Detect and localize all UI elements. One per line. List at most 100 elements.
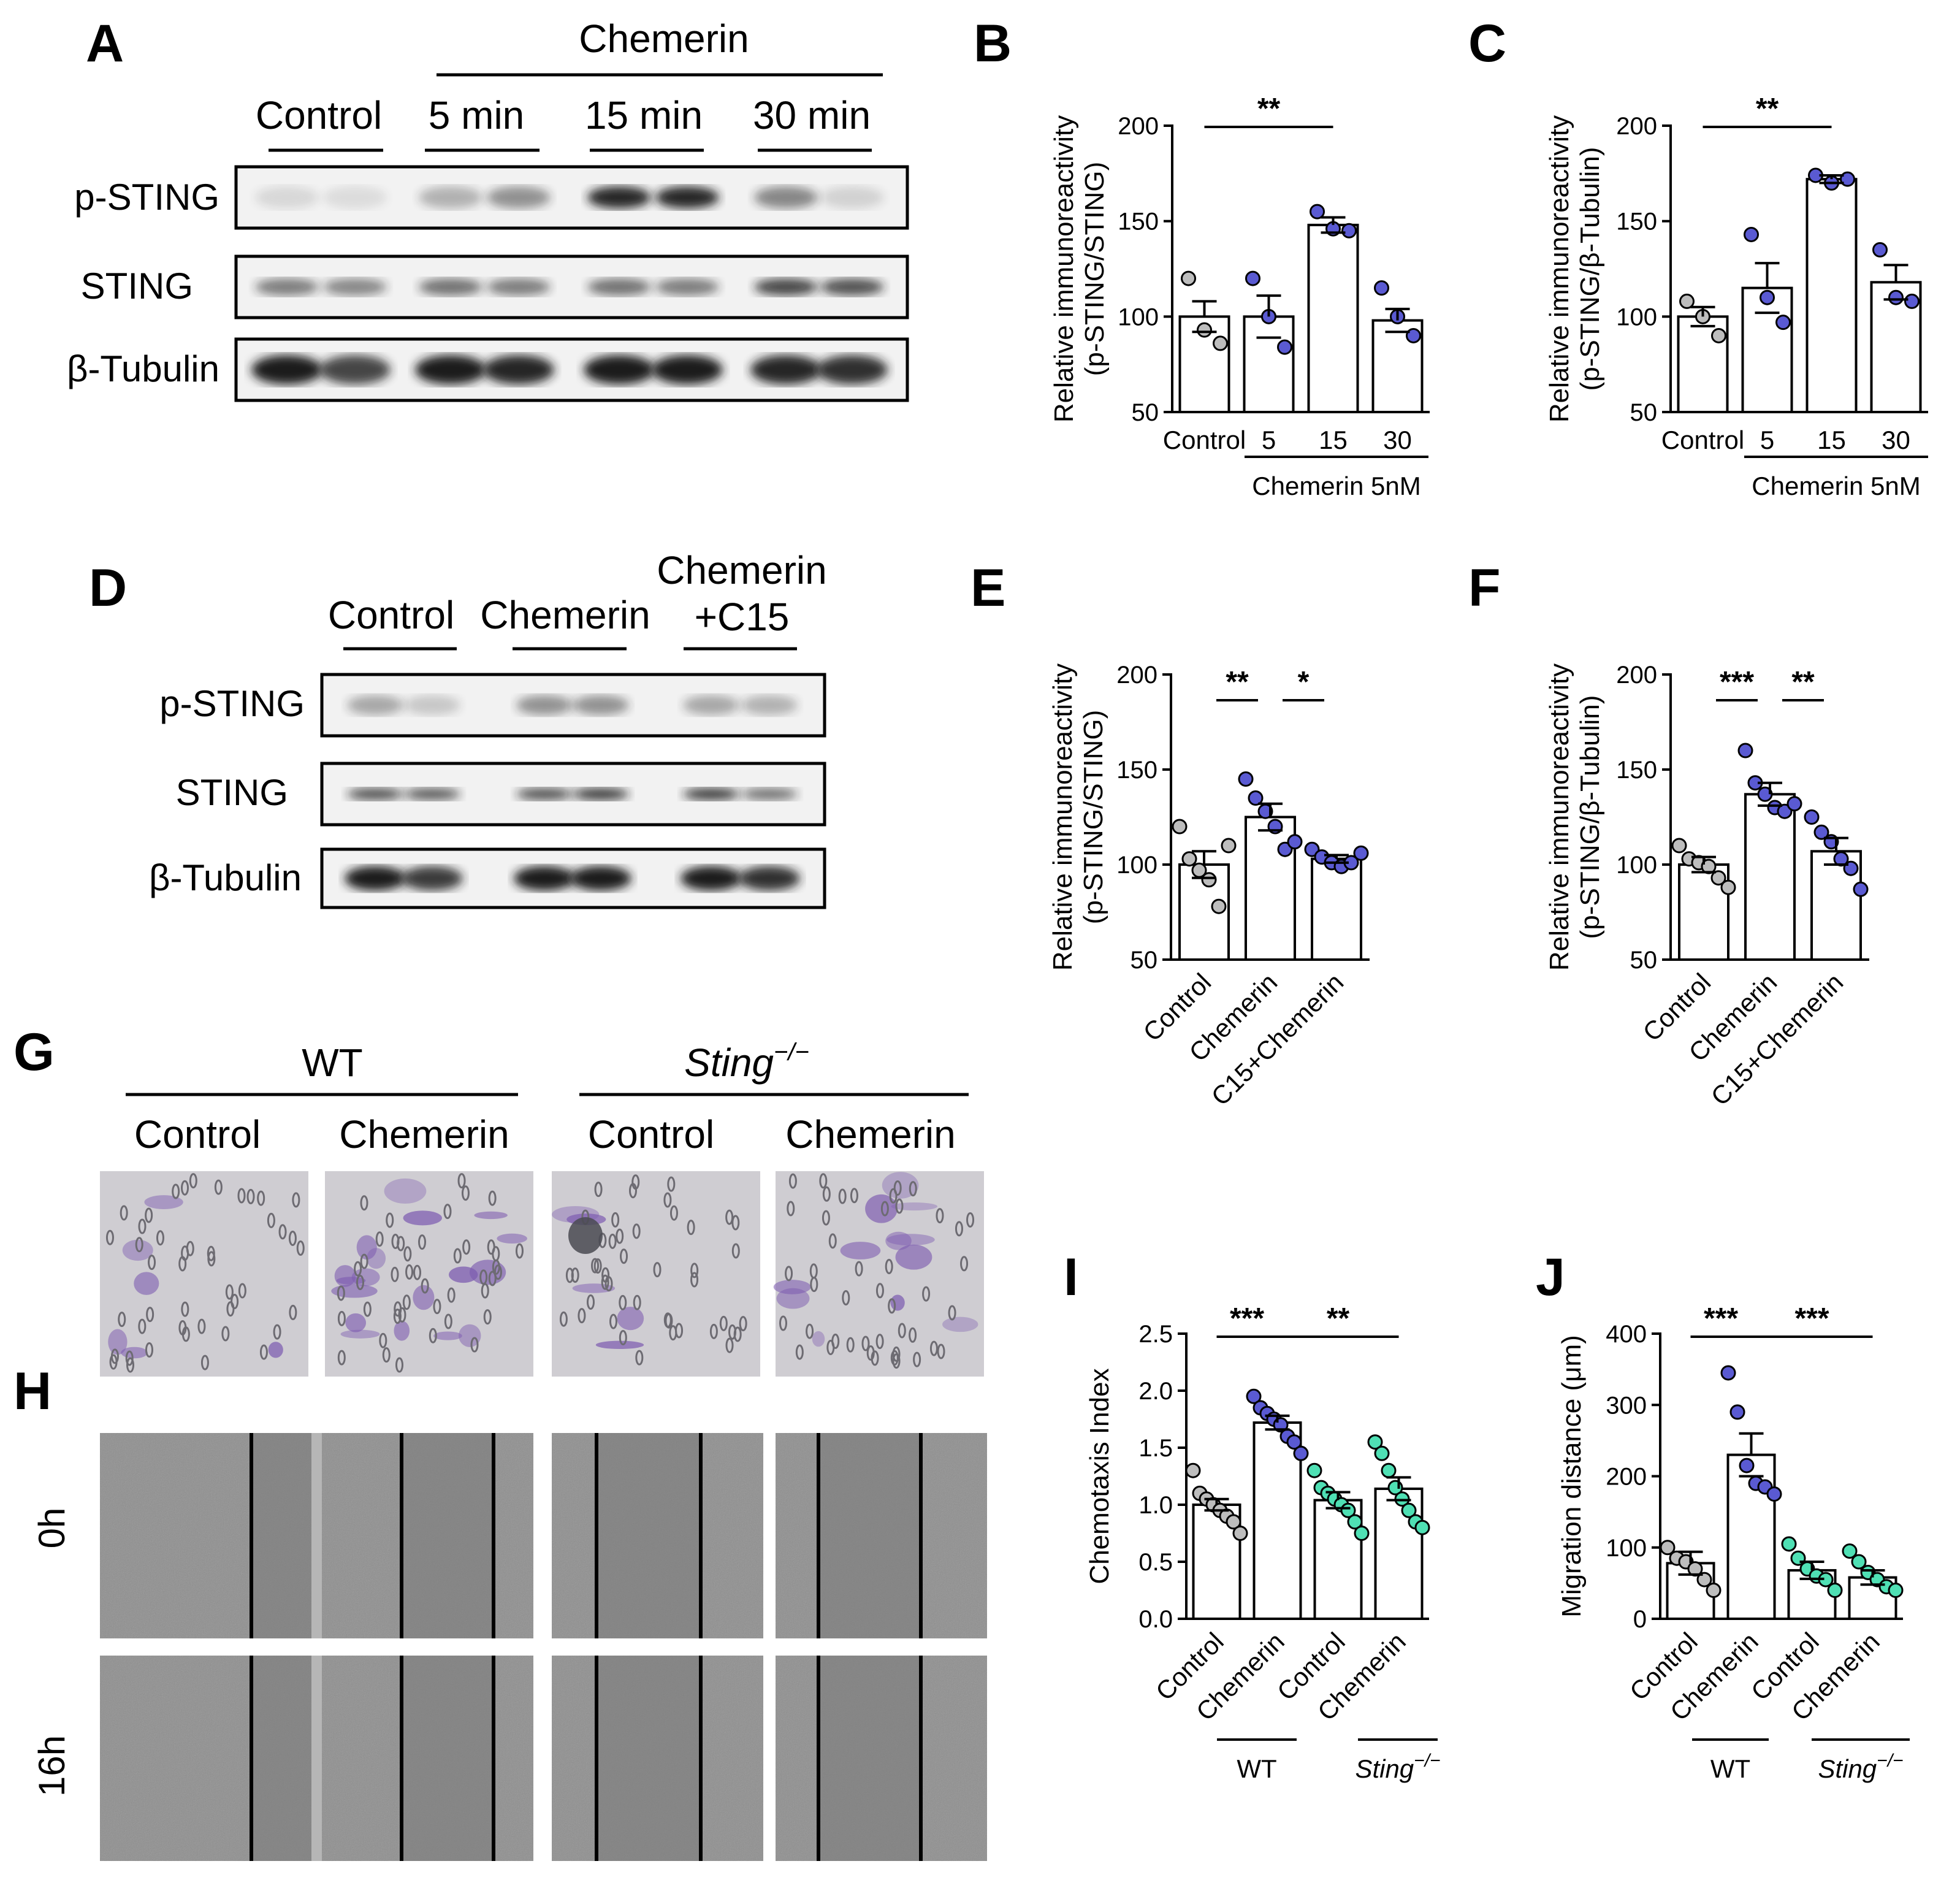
membrane-pore — [488, 1190, 497, 1206]
wound-gap — [597, 1433, 701, 1638]
panel-a: A Chemerin Control 5 min 15 min 30 min p… — [67, 14, 909, 402]
stained-cell — [268, 1342, 283, 1358]
data-point — [1248, 790, 1264, 806]
membrane-pore — [822, 1210, 830, 1226]
wound-gap — [597, 1656, 701, 1861]
blot-d — [320, 673, 826, 909]
membrane-pore — [667, 1176, 676, 1192]
stained-cell — [572, 1283, 616, 1293]
membrane-pore — [515, 1243, 524, 1259]
data-point — [1414, 1519, 1430, 1535]
y-tick-label: 1.0 — [1138, 1492, 1173, 1519]
membrane-pore — [895, 1198, 904, 1214]
membrane-pore — [125, 1350, 134, 1366]
wound-gap — [818, 1656, 921, 1861]
data-point — [1181, 270, 1196, 286]
stained-cell — [384, 1178, 427, 1204]
data-point — [1310, 204, 1325, 220]
membrane-pore — [181, 1326, 190, 1342]
data-point — [1213, 335, 1228, 351]
tubulin-row-band — [584, 355, 655, 384]
cell-cluster — [568, 1217, 603, 1254]
membrane-pore — [487, 1239, 495, 1255]
sting-row-band — [323, 278, 387, 296]
membrane-pore — [819, 1173, 828, 1189]
panel-h: H 0h 16h — [13, 1362, 987, 1861]
p-sting-row-band — [655, 186, 719, 208]
data-point — [1853, 881, 1869, 897]
stained-cell — [394, 1321, 410, 1341]
bar — [1744, 793, 1796, 961]
sting-row-band — [255, 278, 319, 296]
membrane-pore — [909, 1181, 917, 1197]
significance-label: *** — [1720, 666, 1754, 698]
membrane-pore — [494, 1264, 502, 1280]
sting-row-band — [820, 278, 884, 296]
y-axis-label: (p-STING/β-Tubulin) — [1575, 695, 1605, 939]
membrane-pore — [739, 1316, 747, 1332]
y-tick-label: 1.5 — [1138, 1435, 1173, 1462]
membrane-pore — [795, 1344, 804, 1360]
chart-b: 50 100 150 200 Relative immunoreactivity (p-S… — [1049, 93, 1430, 500]
col-label-control-ko: Control — [588, 1112, 714, 1156]
membrane-pore — [842, 1290, 850, 1306]
category-label: 15 — [1817, 426, 1846, 454]
membrane-pore — [586, 1294, 595, 1310]
membrane-pore — [880, 1201, 889, 1217]
group-label: Chemerin 5nM — [1752, 472, 1920, 500]
membrane-pore — [433, 1299, 441, 1315]
membrane-pore — [806, 1323, 814, 1339]
scratch-images — [100, 1433, 987, 1861]
y-tick-label: 50 — [1131, 947, 1158, 974]
stained-cell — [356, 1235, 377, 1260]
tubulin-row-d-band — [345, 866, 406, 891]
data-point — [1679, 293, 1695, 309]
y-tick-label: 400 — [1606, 1321, 1647, 1348]
data-point — [1354, 1526, 1370, 1541]
membrane-pore — [447, 1287, 456, 1303]
membrane-pore — [838, 1188, 847, 1204]
sting-row-band — [655, 278, 719, 296]
tubulin-row-d-band — [739, 866, 800, 891]
data-point — [1245, 270, 1260, 286]
stained-cell — [942, 1316, 978, 1332]
stained-cell — [340, 1329, 380, 1339]
membrane-pore — [148, 1255, 156, 1271]
membrane-pore — [913, 1351, 921, 1367]
tubulin-row-band — [415, 355, 486, 384]
membrane-pore — [354, 1261, 362, 1277]
membrane-pore — [875, 1283, 884, 1299]
data-point — [1775, 315, 1791, 331]
y-tick-label: 200 — [1118, 113, 1159, 140]
membrane-pore — [785, 1266, 793, 1282]
sting-row-band — [487, 278, 551, 296]
panel-c: C 50 100 150 200 Relative immunoreactivity (p… — [1468, 14, 1928, 500]
data-point — [1711, 327, 1726, 343]
membrane-pore — [948, 1305, 956, 1321]
stained-cell — [474, 1211, 508, 1220]
category-label: 5 — [1262, 426, 1276, 454]
y-tick-label: 300 — [1606, 1392, 1647, 1419]
sting-row-band — [754, 278, 818, 296]
data-point — [1851, 1554, 1867, 1570]
p-sting-row-band — [754, 186, 818, 208]
membrane-pore — [591, 1258, 600, 1274]
data-point — [1181, 851, 1197, 867]
membrane-pore — [601, 1274, 609, 1290]
membrane-pore — [559, 1311, 568, 1327]
y-tick-label: 150 — [1616, 757, 1657, 784]
data-point — [1406, 327, 1421, 343]
panel-label-i: I — [1064, 1248, 1078, 1307]
panel-label-f: F — [1468, 559, 1501, 617]
transwell-images — [100, 1171, 984, 1377]
significance-label: *** — [1704, 1302, 1738, 1335]
membrane-pore — [709, 1323, 718, 1339]
data-point — [1172, 819, 1188, 835]
data-point — [1211, 898, 1227, 914]
bar — [1741, 286, 1793, 413]
membrane-pore — [418, 1234, 427, 1250]
membrane-pore — [889, 1188, 898, 1204]
membrane-pore — [616, 1228, 624, 1244]
membrane-pore — [296, 1240, 305, 1256]
